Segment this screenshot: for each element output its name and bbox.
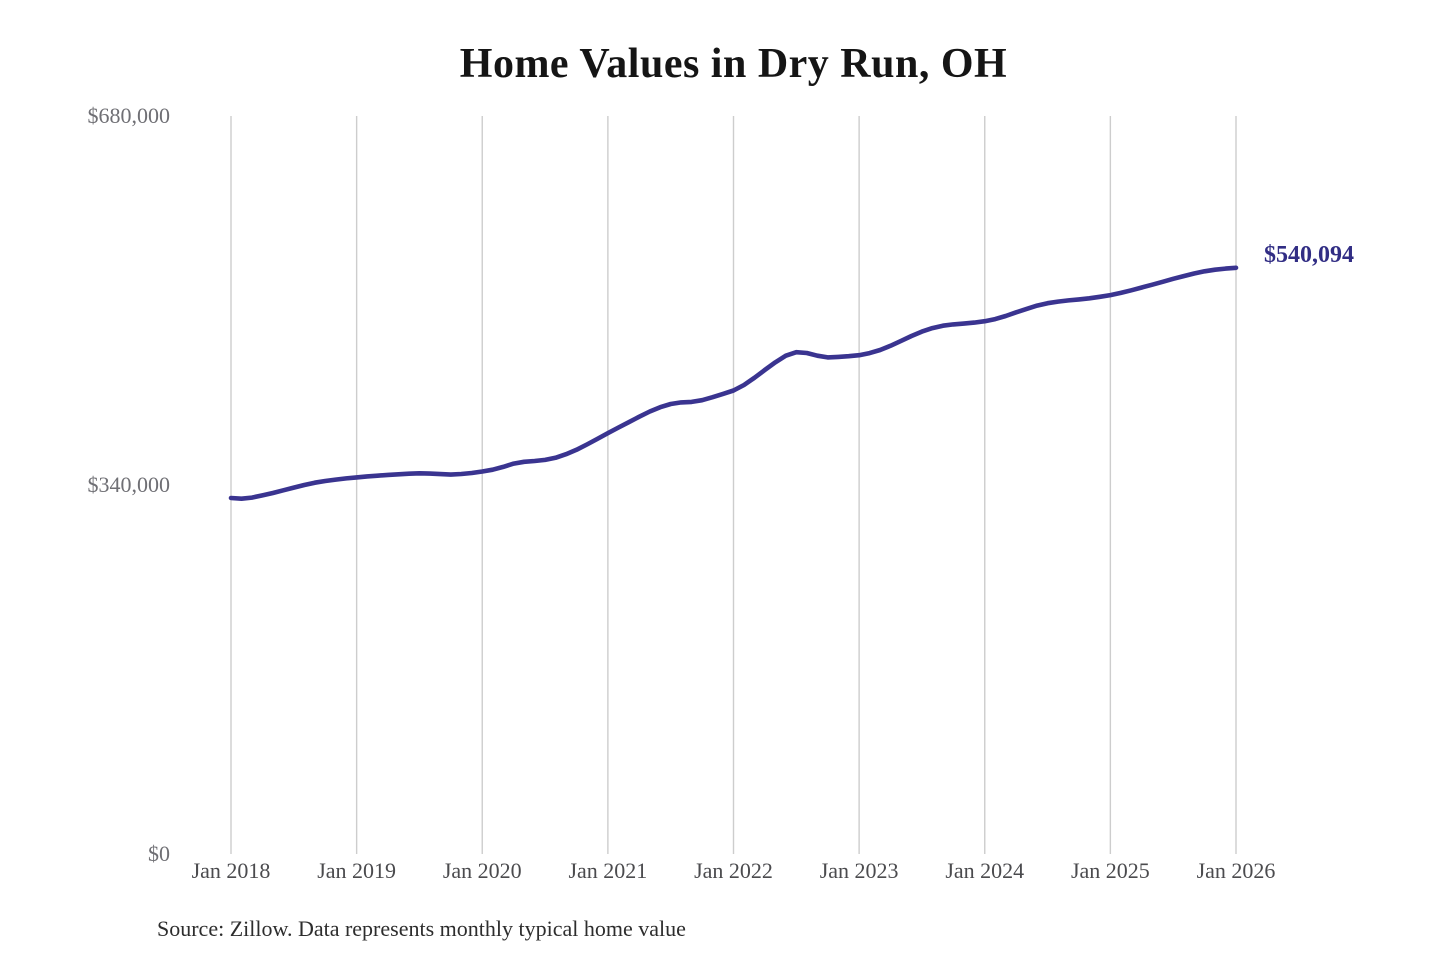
x-axis-tick-label: Jan 2026 <box>1197 858 1276 883</box>
y-axis-tick-label: $0 <box>148 841 170 866</box>
x-axis-tick-label: Jan 2024 <box>945 858 1024 883</box>
y-axis-tick-label: $340,000 <box>88 472 171 497</box>
x-axis-tick-label: Jan 2023 <box>820 858 899 883</box>
home-value-line <box>228 265 1239 501</box>
x-axis-tick-label: Jan 2021 <box>568 858 647 883</box>
end-value-label: $540,094 <box>1264 242 1354 268</box>
y-axis-tick-label: $680,000 <box>88 103 171 128</box>
x-axis-tick-label: Jan 2020 <box>443 858 522 883</box>
chart-title: Home Values in Dry Run, OH <box>459 41 1008 87</box>
x-axis-tick-label: Jan 2022 <box>694 858 773 883</box>
x-axis-tick-label: Jan 2018 <box>192 858 271 883</box>
x-axis-tick-label: Jan 2025 <box>1071 858 1150 883</box>
source-note: Source: Zillow. Data represents monthly … <box>157 916 686 941</box>
x-axis-tick-label: Jan 2019 <box>317 858 396 883</box>
